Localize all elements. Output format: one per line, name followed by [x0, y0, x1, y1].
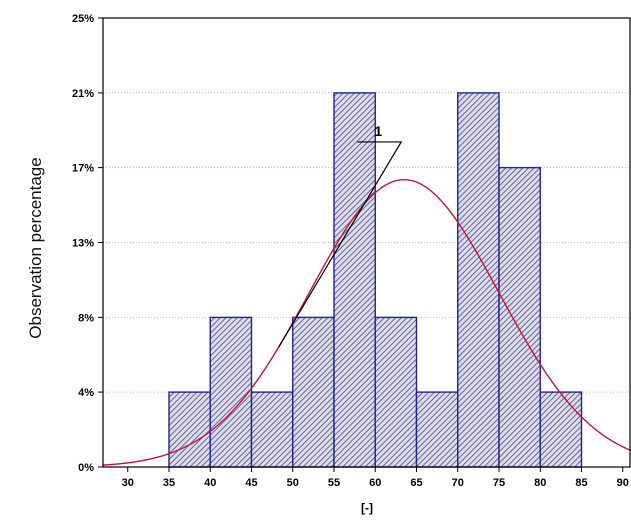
bar-1: [209, 316, 253, 468]
x-tick-label-9: 75: [493, 477, 505, 489]
y-tick-label-4: 17%: [72, 163, 94, 175]
x-tick-label-12: 90: [617, 477, 629, 489]
normal-curve: [102, 178, 631, 466]
x-tick-label-11: 85: [575, 477, 587, 489]
bar-5: [374, 316, 418, 468]
x-axis-title: [-]: [361, 501, 373, 515]
x-tick-label-7: 65: [410, 477, 422, 489]
annotation-leader: [278, 141, 403, 348]
x-tick-label-1: 35: [163, 477, 175, 489]
y-tick-label-2: 8%: [78, 312, 94, 324]
y-tick-label-5: 21%: [72, 88, 94, 100]
x-tick-label-10: 80: [534, 477, 546, 489]
x-tick-label-6: 60: [369, 477, 381, 489]
bar-3: [292, 316, 335, 468]
bar-2: [250, 391, 294, 468]
y-tick-label-6: 25%: [72, 13, 94, 25]
x-tick-label-3: 45: [245, 477, 257, 489]
bar-9: [539, 391, 583, 468]
x-tick-label-2: 40: [204, 477, 216, 489]
x-tick-label-0: 30: [122, 477, 134, 489]
bar-4: [333, 92, 376, 468]
x-tick-label-8: 70: [452, 477, 464, 489]
y-tick-label-3: 13%: [72, 238, 94, 250]
bar-6: [415, 391, 459, 468]
x-tick-label-5: 55: [328, 477, 340, 489]
y-tick-label-1: 4%: [78, 387, 94, 399]
annotation-label: 1: [374, 123, 382, 139]
bar-0: [168, 391, 211, 468]
x-tick-label-4: 50: [287, 477, 299, 489]
bar-8: [498, 166, 541, 468]
y-tick-label-0: 0%: [78, 462, 94, 474]
